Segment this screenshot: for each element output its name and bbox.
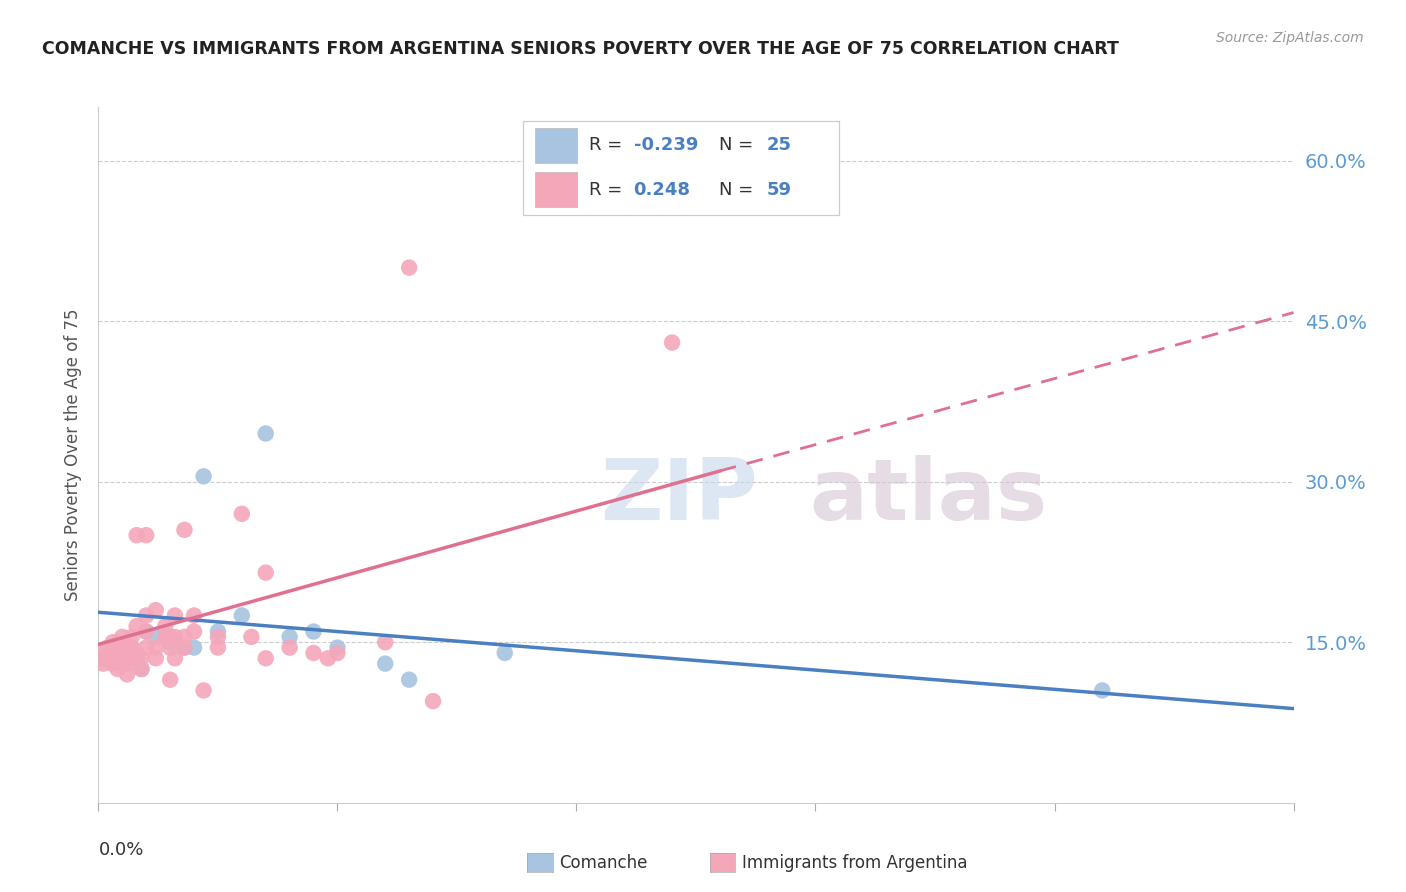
Point	[145, 640, 167, 655]
Point	[107, 635, 129, 649]
Point	[254, 426, 277, 441]
Point	[374, 635, 396, 649]
Point	[374, 657, 396, 671]
Point	[115, 646, 138, 660]
Point	[278, 630, 301, 644]
Point	[125, 646, 148, 660]
Text: COMANCHE VS IMMIGRANTS FROM ARGENTINA SENIORS POVERTY OVER THE AGE OF 75 CORRELA: COMANCHE VS IMMIGRANTS FROM ARGENTINA SE…	[42, 40, 1119, 58]
Point	[111, 646, 134, 660]
Point	[115, 667, 138, 681]
Point	[111, 640, 134, 655]
Point	[254, 651, 277, 665]
Point	[91, 657, 114, 671]
Point	[111, 630, 134, 644]
Point	[1091, 683, 1114, 698]
Text: ZIP: ZIP	[600, 455, 758, 538]
Point	[207, 640, 229, 655]
Point	[173, 640, 195, 655]
Point	[135, 528, 157, 542]
Point	[101, 646, 124, 660]
Point	[97, 651, 120, 665]
Point	[131, 651, 153, 665]
Text: Immigrants from Argentina: Immigrants from Argentina	[742, 854, 967, 871]
Point	[145, 603, 167, 617]
Text: atlas: atlas	[810, 455, 1047, 538]
Point	[115, 657, 138, 671]
Point	[207, 624, 229, 639]
Point	[183, 608, 205, 623]
Point	[91, 651, 114, 665]
Point	[121, 640, 143, 655]
Point	[254, 566, 277, 580]
Point	[131, 662, 153, 676]
Text: 0.0%: 0.0%	[98, 841, 143, 859]
Point	[145, 651, 167, 665]
Point	[159, 630, 181, 644]
Point	[240, 630, 263, 644]
Point	[121, 640, 143, 655]
Point	[173, 523, 195, 537]
Point	[183, 624, 205, 639]
Point	[97, 651, 120, 665]
Point	[422, 694, 444, 708]
Point	[163, 608, 186, 623]
Point	[326, 640, 349, 655]
Point	[101, 646, 124, 660]
Point	[111, 657, 134, 671]
Point	[183, 640, 205, 655]
Point	[91, 646, 114, 660]
Point	[173, 640, 195, 655]
Text: Source: ZipAtlas.com: Source: ZipAtlas.com	[1216, 31, 1364, 45]
Point	[125, 528, 148, 542]
Point	[302, 624, 325, 639]
Point	[135, 624, 157, 639]
Point	[159, 640, 181, 655]
Point	[316, 651, 339, 665]
Point	[231, 608, 253, 623]
Point	[145, 630, 167, 644]
Point	[326, 646, 349, 660]
Point	[163, 651, 186, 665]
Point	[398, 260, 420, 275]
Point	[115, 646, 138, 660]
Point	[101, 635, 124, 649]
Point	[661, 335, 683, 350]
Point	[231, 507, 253, 521]
Point	[159, 635, 181, 649]
Y-axis label: Seniors Poverty Over the Age of 75: Seniors Poverty Over the Age of 75	[65, 309, 83, 601]
Text: Comanche: Comanche	[560, 854, 648, 871]
Point	[565, 148, 588, 162]
Point	[193, 469, 215, 483]
Point	[135, 640, 157, 655]
Point	[173, 630, 195, 644]
Point	[193, 683, 215, 698]
Point	[107, 651, 129, 665]
Point	[135, 608, 157, 623]
Point	[302, 646, 325, 660]
Point	[159, 673, 181, 687]
Point	[125, 619, 148, 633]
Point	[97, 640, 120, 655]
Point	[278, 640, 301, 655]
Point	[121, 651, 143, 665]
Point	[155, 630, 177, 644]
Point	[101, 657, 124, 671]
Point	[207, 630, 229, 644]
Point	[163, 630, 186, 644]
Point	[125, 651, 148, 665]
Point	[135, 624, 157, 639]
Point	[398, 673, 420, 687]
Point	[107, 662, 129, 676]
Point	[121, 630, 143, 644]
Point	[155, 619, 177, 633]
Point	[494, 646, 516, 660]
Point	[131, 662, 153, 676]
